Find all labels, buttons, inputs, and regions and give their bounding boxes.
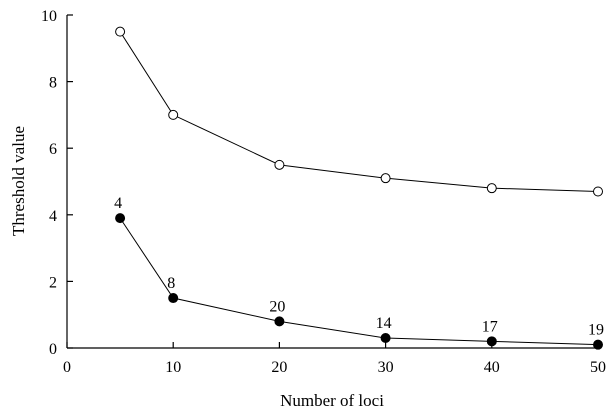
- y-tick-label-5: 10: [41, 8, 57, 25]
- x-axis-title: Number of loci: [280, 391, 384, 410]
- series-0-point-3: [380, 173, 391, 184]
- series-1-data-label-4: 17: [482, 318, 498, 335]
- series-layer: 4 8 20 14 17 19: [114, 26, 604, 350]
- x-tick-label-3: 30: [378, 359, 394, 376]
- series-0-point-5: [593, 186, 603, 197]
- x-tick-label-0: 0: [63, 359, 71, 376]
- x-tick-label-4: 40: [484, 359, 500, 376]
- x-tick-label-1: 10: [165, 359, 181, 376]
- series-1: 4 8 20 14 17 19: [114, 195, 604, 350]
- series-1-data-label-5: 19: [588, 322, 604, 339]
- x-ticks: 0 10 20 30 40 50: [63, 342, 606, 376]
- series-1-point-5: [593, 339, 603, 350]
- y-tick-label-2: 4: [49, 208, 57, 225]
- series-0: [115, 26, 603, 197]
- series-1-line: [119, 217, 599, 346]
- series-1-point-0: [115, 213, 126, 224]
- axes: [66, 15, 598, 349]
- series-1-data-label-1: 8: [167, 275, 175, 292]
- y-axis-title: Threshold value: [9, 126, 28, 236]
- x-tick-label-2: 20: [271, 359, 287, 376]
- series-0-point-0: [115, 26, 126, 37]
- series-1-data-label-3: 14: [376, 315, 392, 332]
- y-tick-label-0: 0: [49, 341, 57, 358]
- y-tick-label-4: 8: [49, 75, 57, 92]
- series-1-point-2: [274, 316, 285, 327]
- y-ticks: 0 2 4 6 8 10: [41, 8, 73, 358]
- series-0-line: [119, 31, 599, 192]
- y-tick-label-3: 6: [49, 141, 57, 158]
- y-tick-label-1: 2: [49, 274, 57, 291]
- series-1-point-4: [486, 336, 497, 347]
- series-0-point-4: [486, 183, 497, 194]
- series-1-data-label-0: 4: [114, 195, 122, 212]
- x-tick-label-5: 50: [590, 359, 606, 376]
- series-1-data-label-2: 20: [269, 298, 285, 315]
- series-1-point-1: [168, 293, 179, 304]
- series-0-point-1: [168, 109, 179, 120]
- series-1-point-3: [380, 333, 391, 344]
- series-0-point-2: [274, 159, 285, 170]
